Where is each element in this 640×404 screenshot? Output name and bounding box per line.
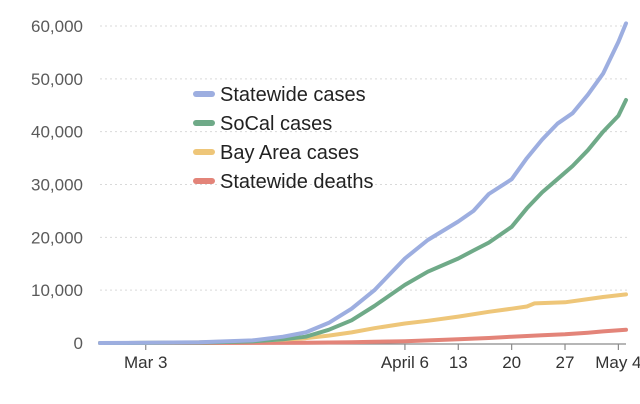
- series-line-statewide-deaths: [98, 327, 628, 345]
- legend: Statewide cases SoCal cases Bay Area cases…: [193, 84, 373, 193]
- y-tick-label: 60,000: [31, 17, 83, 36]
- x-tick-label: April 6: [381, 353, 429, 372]
- x-axis: Mar 3 April 6 13 20 27 May 4: [100, 343, 640, 372]
- legend-label-statewide-deaths: Statewide deaths: [220, 171, 373, 193]
- x-tick-label: May 4: [595, 353, 640, 372]
- grid-layer: [100, 25, 630, 291]
- x-tick-label: Mar 3: [124, 353, 167, 372]
- series-line-statewide-cases: [98, 21, 628, 345]
- y-tick-label: 10,000: [31, 281, 83, 300]
- y-tick-label: 40,000: [31, 123, 83, 142]
- x-tick-label: 20: [502, 353, 521, 372]
- legend-label-bay-area-cases: Bay Area cases: [220, 142, 359, 164]
- y-axis-tick-labels: 0 10,000 20,000 30,000 40,000 50,000 60,000: [31, 17, 83, 353]
- legend-label-statewide-cases: Statewide cases: [220, 84, 366, 106]
- y-tick-label: 0: [74, 334, 83, 353]
- series-line-socal-cases: [98, 98, 628, 345]
- y-tick-label: 20,000: [31, 228, 83, 247]
- x-tick-label: 13: [449, 353, 468, 372]
- x-tick-label: 27: [556, 353, 575, 372]
- legend-label-socal-cases: SoCal cases: [220, 113, 332, 135]
- series-layer: [98, 21, 628, 345]
- y-tick-label: 30,000: [31, 176, 83, 195]
- y-tick-label: 50,000: [31, 70, 83, 89]
